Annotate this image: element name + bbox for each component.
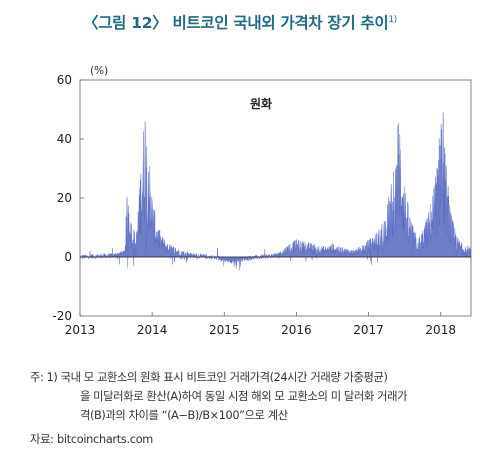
footnote-line-2: 을 미달러화로 환산(A)하여 동일 시점 해외 모 교환소의 미 달러화 거래… (80, 390, 408, 403)
series-label: 원화 (250, 96, 272, 111)
series-fill (80, 112, 471, 271)
y-tick-label: 40 (57, 132, 72, 146)
source-text: 자료: bitcoincharts.com (30, 433, 154, 446)
y-tick-label: -20 (52, 309, 72, 323)
chart-title-text: 〈그림 12〉 비트코인 국내외 가격차 장기 추이 (83, 14, 389, 32)
plot-frame (79, 79, 472, 317)
title-footnote-marker: 1) (388, 14, 397, 25)
y-tick-label: 0 (64, 250, 72, 264)
series-area (80, 112, 471, 271)
x-axis: 2013 2014 2015 2016 2017 2018 (65, 312, 456, 337)
x-tick-label: 2015 (209, 323, 240, 337)
x-tick-label: 2014 (137, 323, 168, 337)
x-tick-label: 2017 (353, 323, 384, 337)
x-tick-label: 2018 (425, 323, 456, 337)
footnote-line-3: 격(B)과의 차이를 “(A−B)/B×100”으로 계산 (80, 409, 288, 422)
footnotes: 주: 1) 국내 모 교환소의 원화 표시 비트코인 거래가격(24시간 거래량… (30, 368, 470, 425)
x-tick-label: 2016 (281, 323, 312, 337)
chart-title: 〈그림 12〉 비트코인 국내외 가격차 장기 추이1) (0, 11, 480, 33)
y-axis: -20 0 20 40 60 (52, 73, 84, 323)
y-tick-label: 20 (57, 191, 72, 205)
unit-label: (%) (90, 65, 108, 77)
y-tick-label: 60 (57, 73, 72, 87)
footnote-line-1: 주: 1) 국내 모 교환소의 원화 표시 비트코인 거래가격(24시간 거래량… (30, 371, 388, 384)
x-tick-label: 2013 (65, 323, 96, 337)
